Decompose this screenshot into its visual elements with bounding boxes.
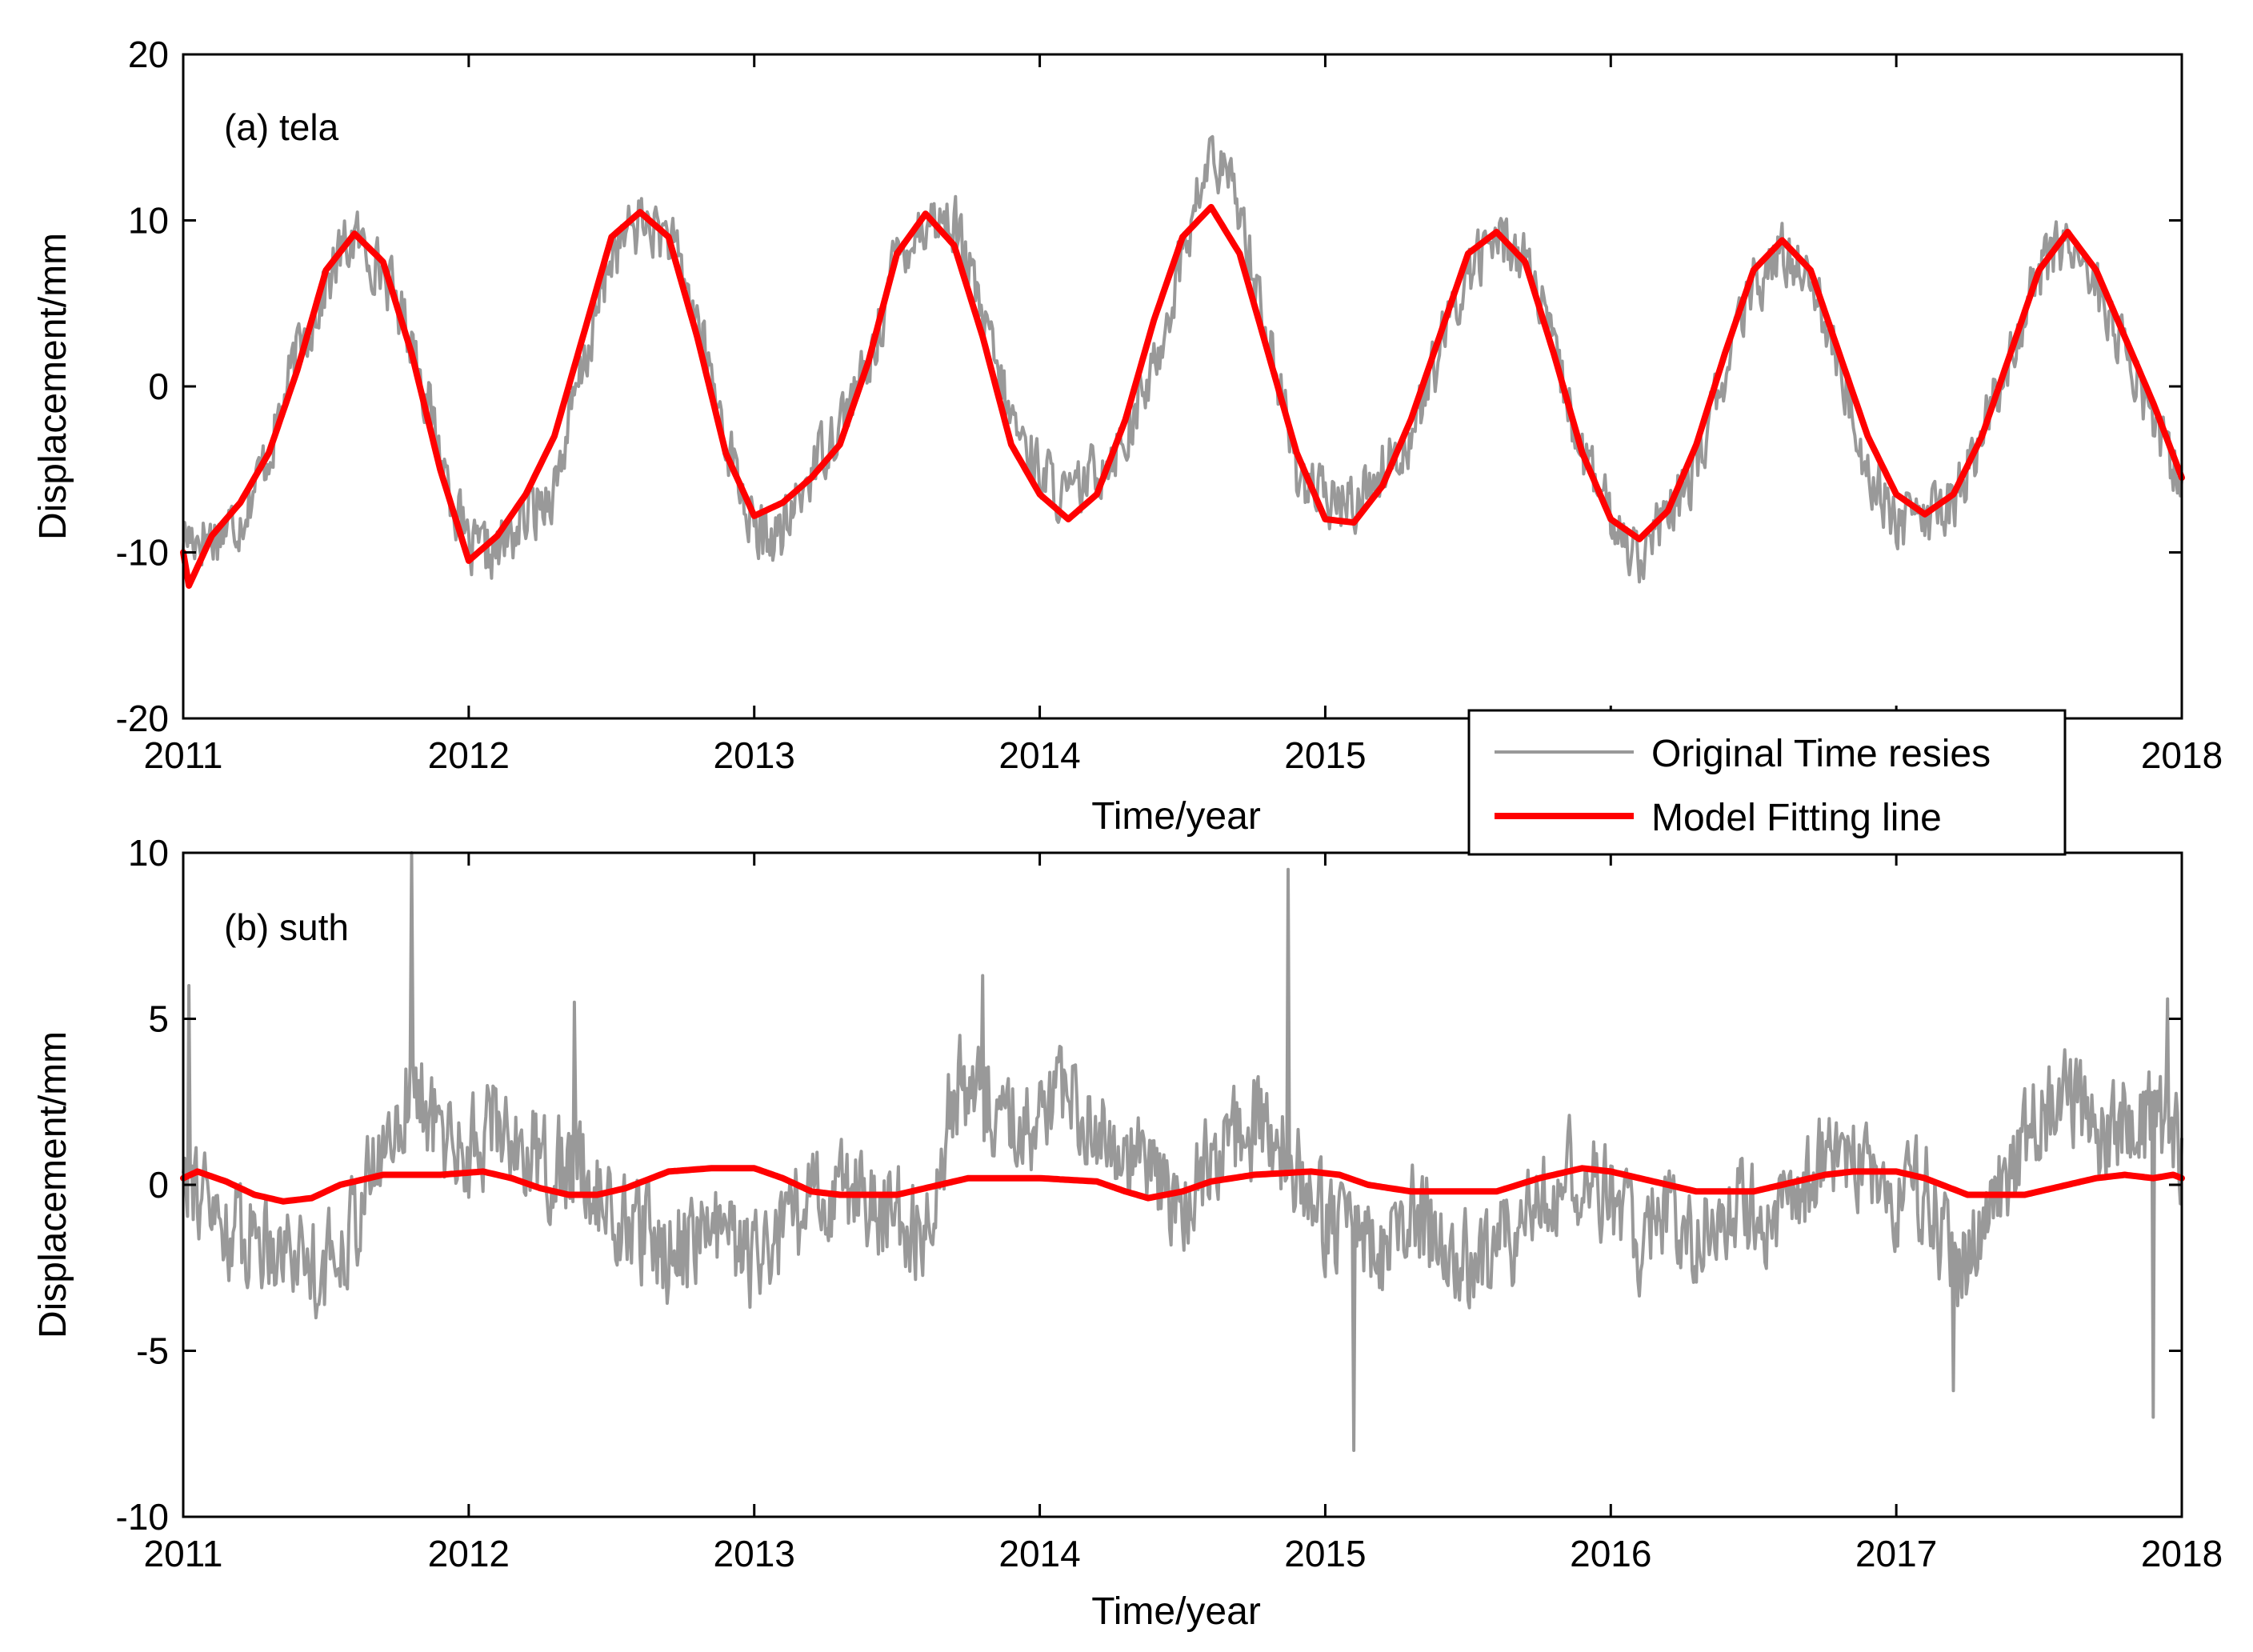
panel-b-x-tick-label: 2013 — [714, 1533, 795, 1574]
panel-b-label: (b) suth — [224, 906, 349, 948]
panel-a-y-tick-label: -20 — [116, 698, 169, 739]
panel-b-y-tick-label: -10 — [116, 1496, 169, 1538]
panel-b-y-tick-label: 5 — [148, 998, 169, 1040]
panel-b-x-tick-label: 2011 — [144, 1533, 223, 1574]
panel-a-model-fit-line — [180, 203, 2185, 589]
panel-a-y-tick-label: 20 — [128, 34, 169, 75]
panel-b-ylabel: Displacement/mm — [32, 1031, 74, 1338]
panel-a-x-tick-label: 2014 — [998, 734, 1080, 776]
legend-box — [1467, 709, 2067, 856]
panel-b-x-tick-label: 2018 — [2141, 1533, 2223, 1574]
panel-b-original-series-line — [182, 851, 2183, 1452]
panel-b-x-tick-label: 2014 — [998, 1533, 1080, 1574]
panel-b-series — [180, 851, 2185, 1452]
panel-a-y-tick-label: 10 — [128, 200, 169, 242]
panel-a-series — [180, 134, 2185, 589]
panel-a-x-tick-label: 2011 — [144, 734, 223, 776]
panel-b-x-tick-label: 2017 — [1855, 1533, 1937, 1574]
panel-b: 2011 2012 2013 2014 2015 2016 2017 2018 -10 -5 0 5 1… — [32, 832, 2223, 1633]
panel-a-x-tick-label: 2012 — [428, 734, 510, 776]
legend-original-label: Original Time resies — [1651, 733, 1991, 775]
panel-b-y-tick-label: 0 — [148, 1164, 169, 1206]
panel-a-original-series-line — [182, 134, 2183, 584]
panel-b-ticks: 2011 2012 2013 2014 2015 2016 2017 2018 -10 -5 0 5 1… — [116, 832, 2223, 1574]
panel-b-xlabel: Time/year — [1091, 1590, 1261, 1633]
legend-model-label: Model Fitting line — [1651, 797, 1942, 839]
panel-b-y-tick-label: 10 — [128, 832, 169, 874]
panel-a-ylabel: Displacement/mm — [32, 233, 74, 540]
panel-b-x-tick-label: 2012 — [428, 1533, 510, 1574]
panel-a-label: (a) tela — [224, 106, 339, 148]
panel-b-x-tick-label: 2016 — [1570, 1533, 1651, 1574]
panel-a-x-tick-label: 2013 — [714, 734, 795, 776]
panel-a-xlabel: Time/year — [1091, 795, 1261, 838]
panel-a-y-tick-label: 0 — [148, 366, 169, 407]
panel-a-y-tick-label: -10 — [116, 532, 169, 574]
panel-b-model-fit-line — [180, 1165, 2185, 1205]
panel-a-x-tick-label: 2018 — [2141, 734, 2223, 776]
panel-b-x-tick-label: 2015 — [1284, 1533, 1366, 1574]
panel-b-y-tick-label: -5 — [136, 1330, 169, 1372]
panel-a-x-tick-label: 2015 — [1284, 734, 1366, 776]
legend: Original Time resies Model Fitting line — [1467, 709, 2067, 856]
